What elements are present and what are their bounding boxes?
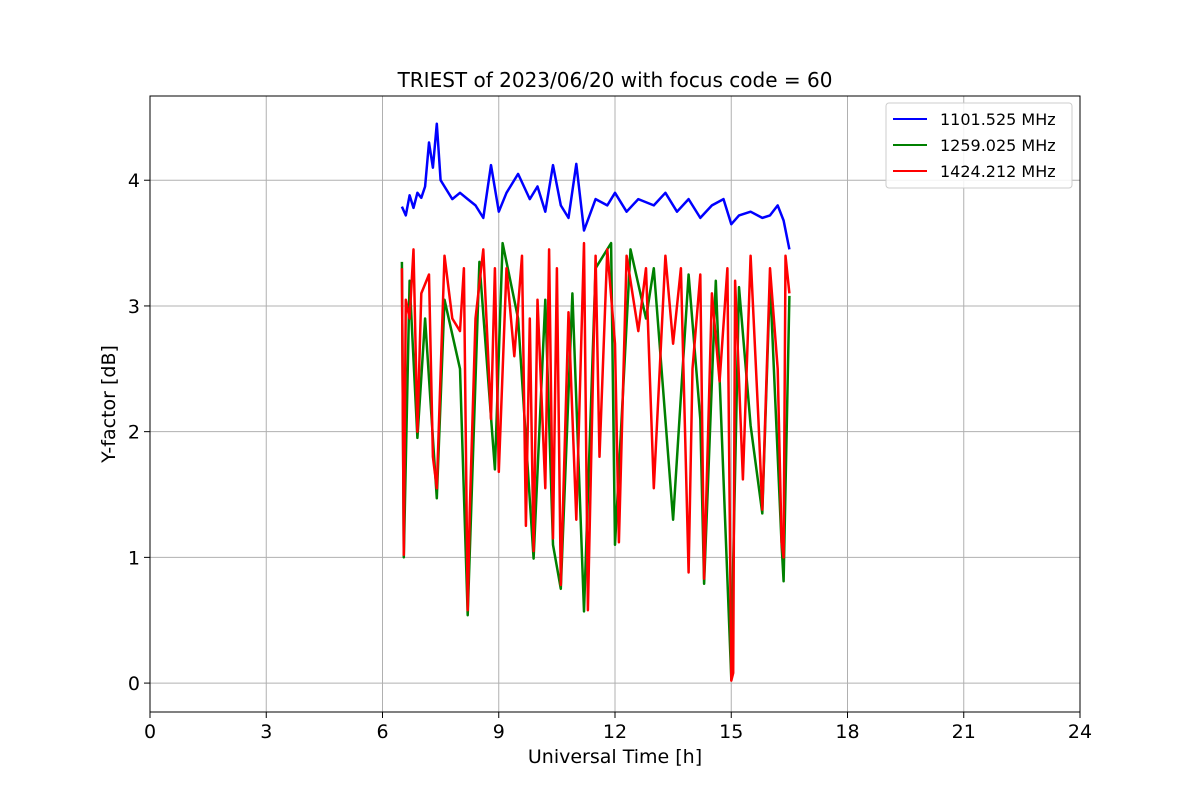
x-tick-label: 24 <box>1068 721 1092 743</box>
y-axis-label: Y-factor [dB] <box>98 345 120 464</box>
legend-label-1259: 1259.025 MHz <box>940 136 1056 155</box>
series-lines <box>400 122 791 682</box>
y-tick-label: 2 <box>128 422 140 444</box>
series-line-0 <box>400 122 791 250</box>
legend-label-1424: 1424.212 MHz <box>940 162 1056 181</box>
legend-box <box>885 102 1073 189</box>
y-tick-label: 1 <box>128 547 140 569</box>
legend: 1101.525 MHz 1259.025 MHz 1424.212 MHz <box>885 102 1073 189</box>
series-line-2 <box>400 241 791 682</box>
x-tick-label: 15 <box>719 721 743 743</box>
x-tick-label: 21 <box>952 721 976 743</box>
legend-label-1101: 1101.525 MHz <box>940 110 1056 129</box>
y-tick-label: 0 <box>128 673 140 695</box>
x-tick-label: 0 <box>144 721 156 743</box>
x-axis-label: Universal Time [h] <box>528 746 702 768</box>
x-tick-label: 12 <box>603 721 627 743</box>
x-tick-label: 3 <box>260 721 272 743</box>
x-tick-label: 6 <box>376 721 388 743</box>
y-tick-label: 3 <box>128 296 140 318</box>
y-tick-label: 4 <box>128 170 140 192</box>
x-tick-label: 9 <box>493 721 505 743</box>
chart-title: TRIEST of 2023/06/20 with focus code = 6… <box>397 68 833 92</box>
x-tick-label: 18 <box>835 721 859 743</box>
